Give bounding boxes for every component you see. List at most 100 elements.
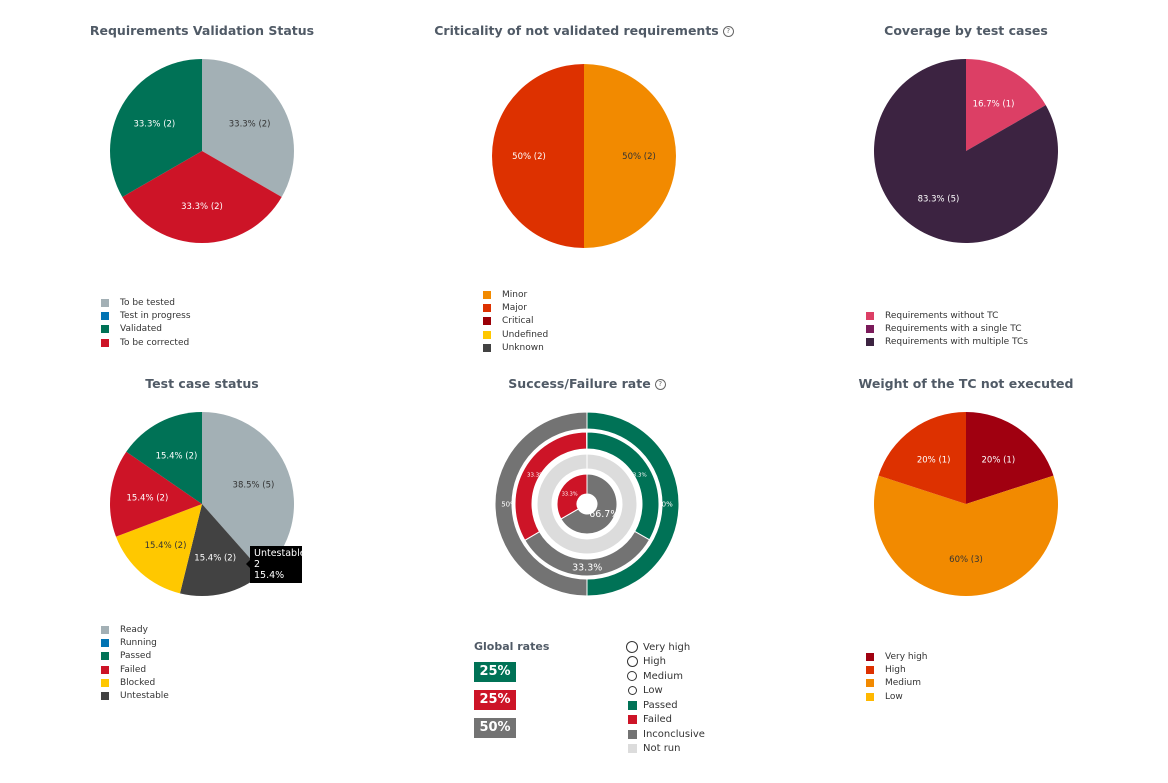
- pie-slice[interactable]: [122, 151, 282, 243]
- pie-slice[interactable]: [966, 412, 1054, 504]
- pie-slice[interactable]: [115, 504, 202, 594]
- legend-swatch: [483, 330, 491, 339]
- legend-swatch: [101, 338, 109, 347]
- legend-item[interactable]: Minor: [483, 288, 548, 301]
- legend-swatch: [101, 665, 109, 674]
- legend-item[interactable]: Low: [866, 690, 928, 703]
- legend-item[interactable]: Requirements without TC: [866, 309, 1028, 322]
- legend-swatch: [483, 290, 491, 299]
- legend: Very high High Medium Low: [866, 650, 928, 703]
- slice-label: 20% (1): [982, 456, 1016, 466]
- legend-swatch: [101, 692, 109, 701]
- legend-item[interactable]: To be tested: [101, 296, 191, 309]
- legend: To be tested Test in progress Validated To …: [101, 296, 191, 349]
- legend-item[interactable]: High: [626, 655, 705, 670]
- slice-label: 60% (3): [949, 555, 983, 565]
- help-icon[interactable]: ?: [722, 26, 734, 37]
- legend-item[interactable]: Failed: [101, 663, 169, 676]
- legend-swatch: [483, 303, 491, 312]
- slice-label: 50% (2): [512, 152, 546, 162]
- chart-title: Requirements Validation Status: [89, 23, 315, 38]
- chart-2: 16.7% (1) 83.3% (5): [874, 59, 1058, 243]
- chart-title: Test case status: [145, 376, 259, 391]
- chart-3: 38.5% (5) 15.4% (2) 15.4% (2) 15.4% (2) 15.4…: [110, 412, 294, 596]
- ring-label: 50%: [657, 500, 673, 508]
- pie-slice[interactable]: [878, 412, 966, 504]
- legend-item[interactable]: High: [866, 663, 928, 676]
- legend-item[interactable]: Major: [483, 301, 548, 314]
- legend-item[interactable]: Critical: [483, 315, 548, 328]
- chart-title: Weight of the TC not executed: [858, 376, 1074, 391]
- pie-slice[interactable]: [584, 64, 676, 248]
- slice-label: 15.4% (2): [145, 541, 187, 551]
- legend-item[interactable]: Passed: [626, 698, 705, 713]
- legend-item[interactable]: Requirements with multiple TCs: [866, 336, 1028, 349]
- global-rate-badge: 25%: [474, 690, 516, 710]
- legend-item[interactable]: Blocked: [101, 676, 169, 689]
- legend-swatch: [483, 317, 491, 326]
- slice-label: 16.7% (1): [973, 99, 1015, 109]
- legend-item[interactable]: Inconclusive: [626, 727, 705, 742]
- legend-item[interactable]: Test in progress: [101, 309, 191, 322]
- slice-label: 50% (2): [622, 152, 656, 162]
- pie-slice[interactable]: [202, 412, 294, 573]
- ring-segment[interactable]: [536, 453, 638, 555]
- global-rate-badge: 50%: [474, 718, 516, 738]
- ring-label: 33.3%: [562, 492, 578, 498]
- pie-slice[interactable]: [110, 59, 202, 197]
- legend-swatch: [866, 311, 874, 320]
- chart-5: 20% (1) 60% (3) 20% (1): [874, 412, 1058, 596]
- legend-swatch: [101, 298, 109, 307]
- legend-item[interactable]: Untestable: [101, 689, 169, 702]
- legend-item[interactable]: Undefined: [483, 328, 548, 341]
- ring-segment[interactable]: [494, 411, 588, 597]
- pie-slice[interactable]: [966, 59, 1046, 151]
- chart-title: Success/Failure rate?: [397, 376, 777, 391]
- pie-slice[interactable]: [126, 412, 202, 504]
- legend-item[interactable]: Low: [626, 684, 705, 699]
- legend-item[interactable]: Failed: [626, 713, 705, 728]
- ring-segment[interactable]: [514, 431, 588, 541]
- legend-swatch: [627, 744, 637, 754]
- global-rates-title: Global rates: [474, 640, 550, 653]
- pie-slice[interactable]: [874, 475, 1058, 596]
- legend-item[interactable]: Very high: [626, 640, 705, 655]
- legend-item[interactable]: Not run: [626, 742, 705, 757]
- legend-item[interactable]: Medium: [626, 669, 705, 684]
- circle-marker-icon: [627, 686, 637, 696]
- ring-label: 33.3%: [572, 563, 602, 574]
- legend: Minor Major Critical Undefined Unknown: [483, 288, 548, 354]
- legend-swatch: [101, 652, 109, 661]
- legend: Requirements without TC Requirements with…: [866, 309, 1028, 349]
- help-icon[interactable]: ?: [654, 379, 666, 390]
- slice-label: 38.5% (5): [233, 480, 275, 490]
- ring-label: 33.3%: [629, 472, 646, 478]
- legend-swatch: [627, 729, 637, 739]
- legend-item[interactable]: Very high: [866, 650, 928, 663]
- legend-item[interactable]: Medium: [866, 677, 928, 690]
- ring-label: 66.7%: [589, 509, 619, 520]
- chart-0: 33.3% (2) 33.3% (2) 33.3% (2): [110, 59, 294, 243]
- ring-label: 33.3%: [527, 473, 544, 479]
- chart-title: Coverage by test cases: [884, 23, 1048, 38]
- ring-segment[interactable]: [556, 473, 588, 520]
- circle-marker-icon: [627, 671, 637, 682]
- pie-slice[interactable]: [874, 59, 1058, 243]
- pie-slice[interactable]: [110, 451, 202, 537]
- pie-slice[interactable]: [179, 504, 264, 596]
- legend-item[interactable]: To be corrected: [101, 336, 191, 349]
- legend-item[interactable]: Running: [101, 636, 169, 649]
- ring-segment[interactable]: [560, 473, 618, 535]
- circle-marker-icon: [626, 656, 638, 668]
- legend-item[interactable]: Ready: [101, 623, 169, 636]
- legend-item[interactable]: Unknown: [483, 341, 548, 354]
- chart-4: 50% 50% 33.3% 33.3% 33.3% 66.7% 33.3%: [494, 411, 680, 597]
- legend-item[interactable]: Passed: [101, 650, 169, 663]
- legend-item[interactable]: Requirements with a single TC: [866, 322, 1028, 335]
- pie-slice[interactable]: [492, 64, 584, 248]
- pie-slice[interactable]: [202, 59, 294, 197]
- legend-item[interactable]: Validated: [101, 323, 191, 336]
- legend-swatch: [101, 625, 109, 634]
- slice-label: 20% (1): [917, 456, 951, 466]
